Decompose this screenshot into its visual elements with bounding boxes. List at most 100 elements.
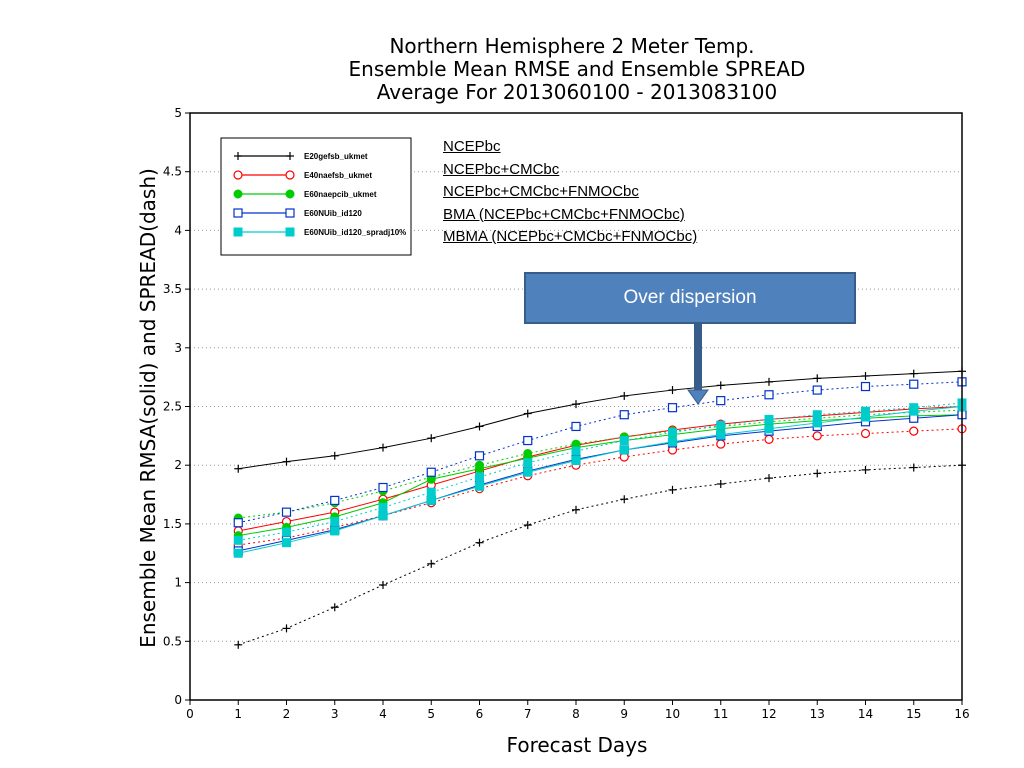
spread-point xyxy=(716,439,726,449)
spread-point xyxy=(667,403,678,413)
rmse-point xyxy=(282,538,291,548)
rmse-point xyxy=(909,406,919,416)
legend-marker xyxy=(233,170,243,180)
legend-marker xyxy=(233,208,243,218)
rmse-point xyxy=(427,434,436,443)
chart-title: Northern Hemisphere 2 Meter Temp. Ensemb… xyxy=(349,34,806,104)
y-tick-label: 2.5 xyxy=(163,400,182,414)
spread-point xyxy=(668,427,677,437)
x-tick-label: 14 xyxy=(858,707,873,721)
spread-point xyxy=(812,385,822,395)
legend-box xyxy=(220,137,412,256)
x-tick-label: 10 xyxy=(665,707,680,721)
spread-line-e40naefsb-ukmet xyxy=(238,428,963,546)
title-line-1: Northern Hemisphere 2 Meter Temp. xyxy=(389,34,754,58)
spread-point xyxy=(812,431,822,441)
spread-point xyxy=(909,463,918,472)
rmse-point xyxy=(282,457,291,466)
spread-point xyxy=(233,518,243,528)
legend-marker xyxy=(285,227,295,237)
rmse-point xyxy=(234,464,243,473)
legend-label: E60NUib_id120 xyxy=(304,209,362,218)
rmse-point xyxy=(861,371,870,380)
spread-point xyxy=(619,436,629,446)
spread-point xyxy=(523,458,533,468)
rmse-point xyxy=(475,481,484,491)
legend-item: E60NUib_id120 xyxy=(233,208,362,218)
spread-point xyxy=(572,505,580,514)
spread-point xyxy=(716,420,726,430)
legend-item: E60NUib_id120_spradj10% xyxy=(233,227,406,237)
rmse-point xyxy=(330,526,340,536)
spread-point xyxy=(620,495,629,504)
x-tick-label: 15 xyxy=(906,707,921,721)
spread-point xyxy=(571,421,581,432)
spread-point xyxy=(475,538,484,547)
x-tick-label: 12 xyxy=(761,707,776,721)
spread-point xyxy=(764,414,774,424)
rmse-point xyxy=(861,412,870,422)
spread-line-e60nuib-id120-spradj10- xyxy=(238,402,963,541)
x-tick-label: 9 xyxy=(620,707,628,721)
spread-point xyxy=(861,465,870,474)
rmse-point xyxy=(620,391,629,400)
annotation-item: NCEPbc xyxy=(443,138,501,155)
y-tick-label: 3.5 xyxy=(163,282,182,296)
y-tick-label: 4.5 xyxy=(163,165,182,179)
x-tick-label: 13 xyxy=(810,707,825,721)
x-tick-label: 8 xyxy=(572,707,580,721)
spread-point xyxy=(379,580,387,589)
x-tick-label: 16 xyxy=(954,707,969,721)
legend: E20gefsb_ukmet E40naefsb_ukmet E60naepcib_… xyxy=(220,137,412,256)
annotation-list: NCEPbc NCEPbc+CMCbc NCEPbc+CMCbc+FNMOCbc… xyxy=(443,136,697,249)
x-tick-label: 4 xyxy=(379,707,387,721)
rmse-point xyxy=(330,451,339,460)
rmse-point xyxy=(668,386,677,395)
spread-point xyxy=(282,527,291,537)
rmse-point xyxy=(523,409,532,418)
legend-label: E60naepcib_ukmet xyxy=(304,190,377,199)
y-axis-label: Ensemble Mean RMSA(solid) and SPREAD(das… xyxy=(136,168,160,648)
x-tick-label: 7 xyxy=(524,707,532,721)
legend-item: E60naepcib_ukmet xyxy=(233,189,377,199)
rmse-point xyxy=(233,548,243,558)
spread-point xyxy=(619,410,629,420)
x-tick-label: 11 xyxy=(713,707,728,721)
y-tick-label: 1 xyxy=(174,576,182,590)
spread-point xyxy=(571,446,581,456)
x-tick-label: 6 xyxy=(476,707,484,721)
title-line-2: Ensemble Mean RMSE and Ensemble SPREAD xyxy=(349,57,806,81)
callout-arrow-head xyxy=(687,389,709,405)
series-e60nuib-id120-spradj10- xyxy=(233,398,967,558)
rmse-point xyxy=(716,430,726,440)
y-tick-label: 0.5 xyxy=(163,634,182,648)
legend-marker xyxy=(285,208,295,218)
spread-point xyxy=(765,474,773,483)
spread-point xyxy=(426,467,436,477)
legend-label: E20gefsb_ukmet xyxy=(304,152,368,161)
spread-point xyxy=(233,535,243,545)
legend-marker xyxy=(233,189,243,199)
rmse-point xyxy=(813,374,822,383)
rmse-point xyxy=(619,445,629,455)
spread-point xyxy=(378,482,388,493)
spread-point xyxy=(282,624,291,633)
spread-line-e60naepcib-ukmet xyxy=(238,409,963,519)
y-tick-label: 3 xyxy=(174,341,182,355)
x-tick-label: 0 xyxy=(186,707,194,721)
spread-point xyxy=(860,428,871,439)
spread-point xyxy=(523,435,533,446)
spread-line-e60nuib-id120 xyxy=(238,381,963,524)
series-e20gefsb-ukmet xyxy=(234,367,966,649)
rmse-point xyxy=(765,377,773,386)
spread-point xyxy=(330,603,339,612)
legend-label: E60NUib_id120_spradj10% xyxy=(304,228,406,237)
rmse-point xyxy=(571,456,581,466)
spread-point xyxy=(523,521,532,530)
spread-point xyxy=(860,381,871,392)
spread-point xyxy=(427,559,436,568)
rmse-point xyxy=(572,400,580,409)
spread-point xyxy=(716,479,725,488)
spread-point xyxy=(330,495,340,506)
callout-box: Over dispersion xyxy=(524,272,856,324)
